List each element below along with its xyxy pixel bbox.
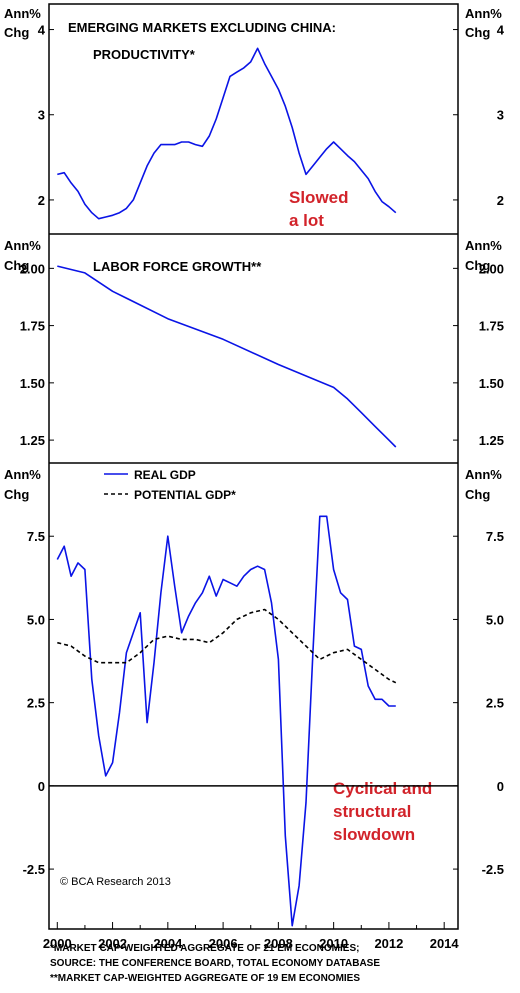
legend-label-real-gdp: REAL GDP bbox=[134, 468, 196, 482]
y-tick-label-right: 7.5 bbox=[486, 529, 504, 544]
series-line-3-1 bbox=[56, 515, 396, 927]
panel-2-y-unit-left-line2: Chg bbox=[4, 258, 29, 273]
panel-1-subtitle: PRODUCTIVITY* bbox=[93, 47, 196, 62]
panel-1-y-unit-left-line1: Ann% bbox=[4, 6, 41, 21]
y-tick-label-right: 3 bbox=[497, 108, 504, 123]
panel-2-y-unit-right-line2: Chg bbox=[465, 258, 490, 273]
panel-1-ticks: 2 2 3 3 4 4 bbox=[38, 23, 505, 208]
y-tick-label-left: 2.00 bbox=[20, 261, 45, 276]
y-tick-label-left: -2.5 bbox=[23, 862, 45, 877]
copyright: © BCA Research 2013 bbox=[60, 876, 171, 888]
y-tick-label-left: 1.50 bbox=[20, 376, 45, 391]
x-tick-label: 2008 bbox=[264, 936, 293, 951]
panel-3-annotation-line3: slowdown bbox=[333, 825, 415, 844]
x-tick-label: 2014 bbox=[430, 936, 460, 951]
y-tick-label-right: 0 bbox=[497, 779, 504, 794]
x-tick-label: 2000 bbox=[43, 936, 72, 951]
y-tick-label-left: 5.0 bbox=[27, 612, 45, 627]
panel-3-annotation-line1: Cyclical and bbox=[333, 779, 432, 798]
panel-2-y-unit-right-line1: Ann% bbox=[465, 238, 502, 253]
y-tick-label-right: 1.75 bbox=[479, 319, 504, 334]
y-tick-label-right: 1.25 bbox=[479, 433, 504, 448]
y-tick-label-right: 2.5 bbox=[486, 696, 504, 711]
footnote-2: SOURCE: THE CONFERENCE BOARD, TOTAL ECON… bbox=[50, 958, 381, 969]
legend: REAL GDP POTENTIAL GDP* bbox=[104, 468, 236, 502]
y-tick-label-right: 2.00 bbox=[479, 261, 504, 276]
panel-2-series bbox=[57, 265, 397, 448]
panel-1-y-unit-right-line2: Chg bbox=[465, 25, 490, 40]
panel-1-annotation-line2: a lot bbox=[289, 211, 324, 230]
plot-frame bbox=[48, 3, 459, 930]
x-tick-label: 2002 bbox=[98, 936, 127, 951]
series-line-3-2 bbox=[57, 608, 397, 684]
x-tick-label: 2004 bbox=[153, 936, 183, 951]
y-tick-label-right: 4 bbox=[497, 23, 505, 38]
panel-3-y-unit-right-line2: Chg bbox=[465, 487, 490, 502]
footnote-1: *MARKET CAP-WEIGHTED AGGREGATE OF 21 EM … bbox=[50, 943, 360, 954]
y-tick-label-right: 2 bbox=[497, 193, 504, 208]
panel-labor-force: Ann% Chg Ann% Chg LABOR FORCE GROWTH** 1… bbox=[4, 238, 504, 448]
panel-3-y-unit-left-line2: Chg bbox=[4, 487, 29, 502]
y-tick-label-right: 5.0 bbox=[486, 612, 504, 627]
y-tick-label-right: -2.5 bbox=[482, 862, 504, 877]
x-axis: 2000 2002 2004 2006 2008 2010 2012 2014 bbox=[43, 922, 460, 951]
panel-3-ticks: -2.5 -2.5 0 0 2.5 2.5 5.0 5.0 7.5 7.5 bbox=[23, 529, 504, 877]
panel-gdp: Ann% Chg Ann% Chg REAL GDP POTENTIAL GDP… bbox=[4, 467, 504, 927]
panel-1-series bbox=[57, 47, 397, 220]
y-tick-label-left: 2 bbox=[38, 193, 45, 208]
y-tick-label-left: 7.5 bbox=[27, 529, 45, 544]
x-tick-label: 2012 bbox=[374, 936, 403, 951]
panel-2-ticks: 1.25 1.25 1.50 1.50 1.75 1.75 2.00 2.00 bbox=[20, 261, 504, 448]
footnote-3: **MARKET CAP-WEIGHTED AGGREGATE OF 19 EM… bbox=[50, 973, 361, 984]
legend-label-potential-gdp: POTENTIAL GDP* bbox=[134, 488, 236, 502]
y-tick-label-left: 2.5 bbox=[27, 696, 45, 711]
panel-2-title: LABOR FORCE GROWTH** bbox=[93, 259, 262, 274]
series-line-1-1 bbox=[57, 47, 397, 220]
panel-1-title: EMERGING MARKETS EXCLUDING CHINA: bbox=[68, 20, 336, 35]
x-tick-label: 2006 bbox=[209, 936, 238, 951]
panel-3-series bbox=[56, 515, 397, 927]
y-tick-label-left: 1.75 bbox=[20, 319, 45, 334]
panel-productivity: Ann% Chg Ann% Chg EMERGING MARKETS EXCLU… bbox=[4, 6, 505, 230]
y-tick-label-left: 1.25 bbox=[20, 433, 45, 448]
y-tick-label-left: 0 bbox=[38, 779, 45, 794]
panel-3-annotation-line2: structural bbox=[333, 802, 411, 821]
panel-1-y-unit-right-line1: Ann% bbox=[465, 6, 502, 21]
panel-3-y-unit-left-line1: Ann% bbox=[4, 467, 41, 482]
y-tick-label-left: 4 bbox=[38, 23, 46, 38]
panel-1-annotation-line1: Slowed bbox=[289, 188, 349, 207]
y-tick-label-right: 1.50 bbox=[479, 376, 504, 391]
panel-3-y-unit-right-line1: Ann% bbox=[465, 467, 502, 482]
panel-1-y-unit-left-line2: Chg bbox=[4, 25, 29, 40]
panel-2-y-unit-left-line1: Ann% bbox=[4, 238, 41, 253]
series-line-2-1 bbox=[57, 265, 397, 448]
y-tick-label-left: 3 bbox=[38, 108, 45, 123]
x-tick-label: 2010 bbox=[319, 936, 348, 951]
footnotes: *MARKET CAP-WEIGHTED AGGREGATE OF 21 EM … bbox=[50, 941, 510, 986]
